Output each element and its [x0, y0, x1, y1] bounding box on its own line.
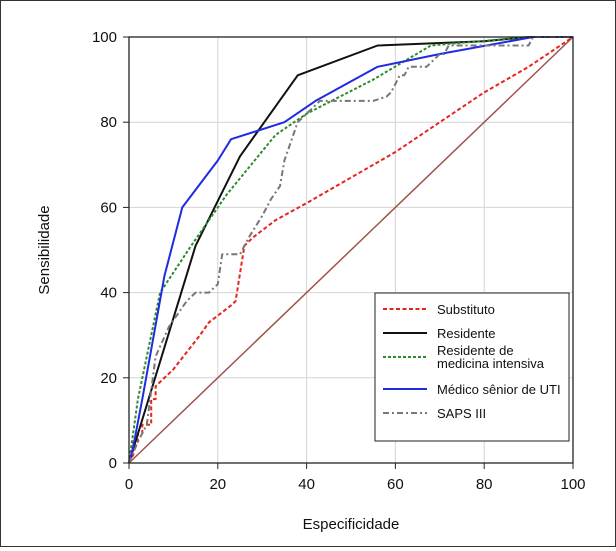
legend-label-2: Residente	[437, 326, 496, 341]
y-tick-label: 0	[109, 455, 117, 472]
series-line-2	[128, 36, 573, 464]
x-tick-label: 20	[209, 476, 226, 493]
legend-label-4: Médico sênior de UTI	[437, 382, 561, 397]
legend-label-1: Substituto	[437, 302, 495, 317]
y-axis-label: Sensibilidade	[36, 205, 53, 294]
series-line-4	[128, 36, 573, 464]
plot-border	[128, 36, 574, 464]
x-tick-label: 40	[298, 476, 315, 493]
x-tick-label: 60	[387, 476, 404, 493]
y-tick-label: 20	[100, 370, 117, 387]
legend: Substituto Residente Residente de medicina …	[374, 292, 570, 442]
y-tick-label: 40	[100, 285, 117, 302]
ticks: 0 20 40 60 80 100 0 20 40 60 80 100	[92, 29, 586, 493]
reference-line	[128, 36, 574, 464]
y-tick-label: 80	[100, 114, 117, 131]
x-tick-label: 0	[125, 476, 133, 493]
x-axis-label: Especificidade	[303, 516, 400, 533]
x-tick-label: 80	[476, 476, 493, 493]
series-line-3	[128, 36, 573, 464]
series-layer	[128, 36, 574, 464]
legend-label-3: Residente de medicina intensiva	[437, 343, 545, 371]
legend-label-5: SAPS III	[437, 406, 486, 421]
series-line-5	[128, 36, 573, 464]
y-tick-label: 100	[92, 29, 117, 46]
legend-box	[374, 292, 570, 442]
x-tick-label: 100	[560, 476, 585, 493]
y-tick-label: 60	[100, 199, 117, 216]
